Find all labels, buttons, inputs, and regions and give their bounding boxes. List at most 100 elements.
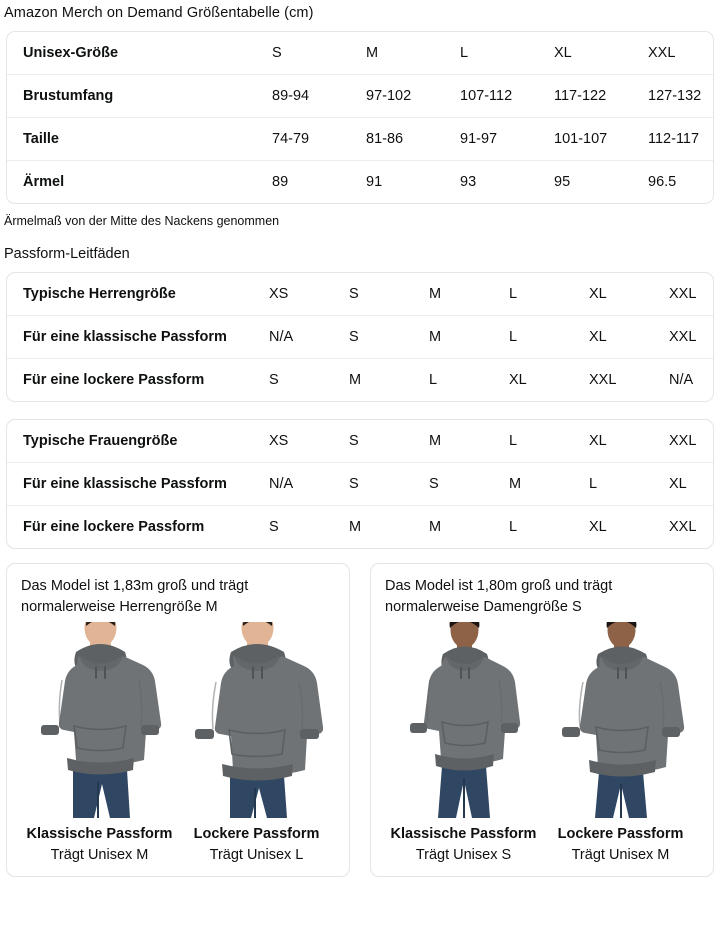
male-model-classic-fit-figure: [26, 622, 174, 818]
female-classic-fit-label: Klassische Passform: [390, 826, 537, 842]
row-label-chest: Brustumfang: [7, 74, 272, 118]
womens-relaxed-xxl: XXL: [669, 505, 713, 548]
mens-classic-xl: XL: [589, 315, 669, 359]
womens-classic-xl: L: [589, 462, 669, 506]
mens-fit-table: Typische Herrengröße XS S M L XL XXL Für…: [7, 273, 713, 401]
mens-size-header-xs: XS: [269, 286, 289, 302]
female-model-heading: Das Model ist 1,80m groß und trägt norma…: [385, 578, 613, 615]
mens-size-header-s: S: [349, 286, 359, 302]
mens-relaxed-xs: S: [269, 358, 349, 401]
female-relaxed-fit-wears: Trägt Unisex M: [571, 847, 670, 863]
table-row-header: Typische Herrengröße XS S M L XL XXL: [7, 273, 713, 316]
female-relaxed-fit-label: Lockere Passform: [557, 826, 684, 842]
table-row: Für eine klassische Passform N/A S M L X…: [7, 315, 713, 359]
womens-fit-table-panel: Typische Frauengröße XS S M L XL XXL Für…: [6, 419, 714, 549]
table-row: Für eine klassische Passform N/A S S M L…: [7, 462, 713, 506]
womens-fit-table: Typische Frauengröße XS S M L XL XXL Für…: [7, 420, 713, 548]
table-row: Für eine lockere Passform S M M L XL XXL: [7, 505, 713, 548]
sleeve-l: 93: [460, 160, 554, 203]
chest-xxl: 127-132: [648, 74, 713, 118]
mens-relaxed-s: M: [349, 358, 429, 401]
womens-size-header-l: L: [509, 433, 518, 449]
male-model-relaxed-fit-figure: [183, 622, 331, 818]
mens-relaxed-l: XL: [509, 358, 589, 401]
womens-relaxed-m: M: [429, 505, 509, 548]
row-label-mens-relaxed-fit: Für eine lockere Passform: [7, 358, 269, 401]
table-row: Für eine lockere Passform S M L XL XXL N…: [7, 358, 713, 401]
waist-s: 74-79: [272, 117, 366, 161]
mens-relaxed-xxl: N/A: [669, 358, 713, 401]
sleeve-xxl: 96.5: [648, 160, 713, 203]
fit-guides-heading: Passform-Leitfäden: [4, 246, 130, 262]
size-header-xxl: XXL: [648, 45, 676, 61]
mens-size-header-m: M: [429, 286, 442, 302]
mens-classic-l: L: [509, 315, 589, 359]
waist-xxl: 112-117: [648, 117, 713, 161]
size-header-m: M: [366, 45, 379, 61]
female-model-captions: Klassische Passform Trägt Unisex S Locke…: [385, 824, 699, 866]
female-model-figures: [385, 622, 699, 818]
mens-size-header-l: L: [509, 286, 518, 302]
womens-relaxed-l: L: [509, 505, 589, 548]
sleeve-measurement-note: Ärmelmaß von der Mitte des Nackens genom…: [4, 214, 280, 228]
male-model-heading: Das Model ist 1,83m groß und trägt norma…: [21, 578, 249, 615]
chest-xl: 117-122: [554, 74, 648, 118]
waist-m: 81-86: [366, 117, 460, 161]
mens-size-header-xxl: XXL: [669, 286, 697, 302]
male-relaxed-fit-wears: Trägt Unisex L: [209, 847, 304, 863]
row-label-waist: Taille: [7, 117, 272, 161]
womens-size-header-xl: XL: [589, 433, 607, 449]
womens-size-header-xxl: XXL: [669, 433, 697, 449]
table-row: Brustumfang 89-94 97-102 107-112 117-122…: [7, 74, 713, 118]
womens-classic-m: S: [429, 462, 509, 506]
measurement-table-panel: Unisex-Größe S M L XL XXL Brustumfang 89…: [6, 31, 714, 204]
womens-relaxed-xs: S: [269, 505, 349, 548]
table-spacer: [0, 402, 720, 410]
male-model-figures: [21, 622, 335, 818]
female-model-card: Das Model ist 1,80m groß und trägt norma…: [370, 563, 714, 877]
table-row-header: Typische Frauengröße XS S M L XL XXL: [7, 420, 713, 463]
womens-relaxed-s: M: [349, 505, 429, 548]
waist-l: 91-97: [460, 117, 554, 161]
size-header-s: S: [272, 45, 282, 61]
waist-xl: 101-107: [554, 117, 648, 161]
mens-classic-xs: N/A: [269, 315, 349, 359]
row-label-womens-relaxed-fit: Für eine lockere Passform: [7, 505, 269, 548]
womens-size-header-s: S: [349, 433, 359, 449]
row-label-sleeve: Ärmel: [7, 160, 272, 203]
mens-fit-table-panel: Typische Herrengröße XS S M L XL XXL Für…: [6, 272, 714, 402]
chest-l: 107-112: [460, 74, 554, 118]
model-cards-row: Das Model ist 1,83m groß und trägt norma…: [6, 563, 714, 877]
column-header-unisex-size: Unisex-Größe: [23, 45, 119, 61]
male-model-card: Das Model ist 1,83m groß und trägt norma…: [6, 563, 350, 877]
chest-m: 97-102: [366, 74, 460, 118]
mens-classic-m: M: [429, 315, 509, 359]
womens-relaxed-xl: XL: [589, 505, 669, 548]
female-classic-fit-wears: Trägt Unisex S: [415, 847, 512, 863]
womens-classic-xxl: XL: [669, 462, 713, 506]
chest-s: 89-94: [272, 74, 366, 118]
womens-size-header-xs: XS: [269, 433, 289, 449]
row-label-mens-classic-fit: Für eine klassische Passform: [7, 315, 269, 359]
table-row: Taille 74-79 81-86 91-97 101-107 112-117: [7, 117, 713, 161]
womens-size-header-m: M: [429, 433, 442, 449]
mens-relaxed-m: L: [429, 358, 509, 401]
size-header-xl: XL: [554, 45, 572, 61]
womens-classic-l: M: [509, 462, 589, 506]
table-row-header: Unisex-Größe S M L XL XXL: [7, 32, 713, 75]
mens-relaxed-xl: XXL: [589, 358, 669, 401]
female-classic-fit-caption: Klassische Passform Trägt Unisex S: [385, 824, 542, 866]
measurement-table: Unisex-Größe S M L XL XXL Brustumfang 89…: [7, 32, 713, 203]
male-relaxed-fit-label: Lockere Passform: [193, 826, 320, 842]
male-relaxed-fit-caption: Lockere Passform Trägt Unisex L: [178, 824, 335, 866]
sleeve-xl: 95: [554, 160, 648, 203]
column-header-mens-size: Typische Herrengröße: [23, 286, 176, 302]
mens-size-header-xl: XL: [589, 286, 607, 302]
page-title: Amazon Merch on Demand Größentabelle (cm…: [4, 5, 314, 21]
male-model-captions: Klassische Passform Trägt Unisex M Locke…: [21, 824, 335, 866]
female-model-relaxed-fit-figure: [547, 622, 695, 818]
table-row: Ärmel 89 91 93 95 96.5: [7, 160, 713, 203]
male-classic-fit-label: Klassische Passform: [26, 826, 173, 842]
row-label-womens-classic-fit: Für eine klassische Passform: [7, 462, 269, 506]
mens-classic-s: S: [349, 315, 429, 359]
